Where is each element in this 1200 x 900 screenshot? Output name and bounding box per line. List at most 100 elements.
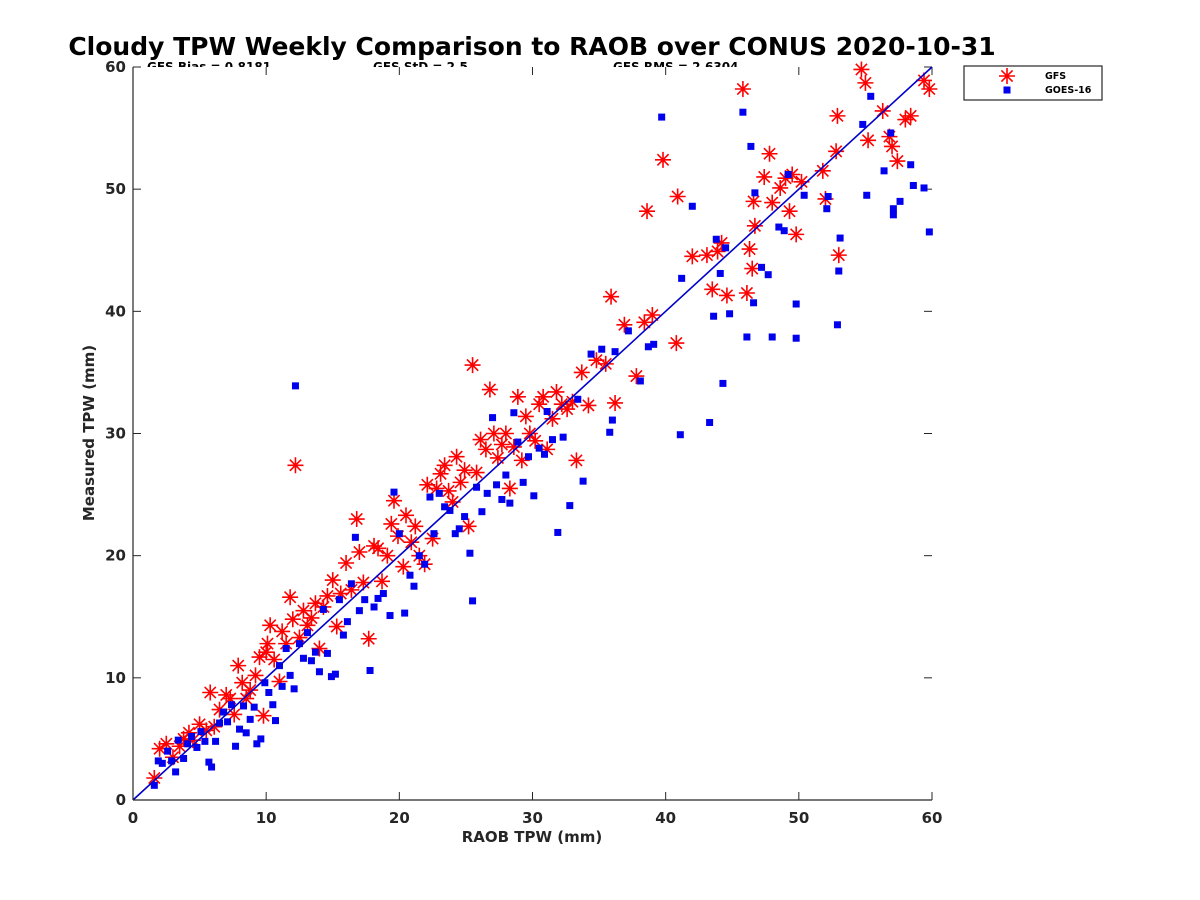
data-point-gfs — [814, 162, 831, 179]
legend-marker-goes-16 — [1003, 86, 1011, 94]
data-point-goes-16 — [559, 433, 567, 441]
data-point-gfs — [921, 80, 938, 97]
data-point-goes-16 — [751, 189, 759, 197]
data-point-goes-16 — [502, 471, 510, 479]
data-point-goes-16 — [678, 274, 686, 282]
data-point-goes-16 — [519, 478, 527, 486]
data-point-goes-16 — [863, 191, 871, 199]
data-point-goes-16 — [889, 211, 897, 219]
series-goes-16 — [150, 92, 933, 789]
data-point-gfs — [628, 368, 645, 385]
data-point-goes-16 — [719, 379, 727, 387]
data-point-gfs — [616, 316, 633, 333]
data-point-goes-16 — [859, 120, 867, 128]
data-point-goes-16 — [278, 682, 286, 690]
data-point-gfs — [644, 306, 661, 323]
data-point-goes-16 — [598, 345, 606, 353]
data-point-goes-16 — [706, 419, 714, 427]
data-point-goes-16 — [174, 736, 182, 744]
data-point-goes-16 — [909, 182, 917, 190]
data-point-gfs — [464, 357, 481, 374]
data-point-gfs — [793, 173, 810, 190]
data-point-gfs — [777, 170, 794, 187]
data-point-gfs — [531, 396, 548, 413]
data-point-gfs — [489, 449, 506, 466]
x-tick-label: 50 — [788, 809, 809, 827]
data-point-gfs — [573, 364, 590, 381]
data-point-gfs — [295, 602, 312, 619]
data-point-goes-16 — [540, 450, 548, 458]
data-point-gfs — [745, 193, 762, 210]
data-point-gfs — [146, 770, 163, 787]
data-point-goes-16 — [823, 205, 831, 213]
data-point-goes-16 — [193, 743, 201, 751]
data-point-goes-16 — [426, 493, 434, 501]
data-point-gfs — [436, 457, 453, 474]
data-point-gfs — [258, 644, 275, 661]
data-point-goes-16 — [339, 631, 347, 639]
y-tick-label: 10 — [105, 669, 126, 687]
data-point-gfs — [284, 611, 301, 628]
data-point-goes-16 — [658, 113, 666, 121]
data-point-gfs — [548, 383, 565, 400]
data-point-gfs — [916, 72, 933, 89]
data-point-goes-16 — [172, 768, 180, 776]
data-point-goes-16 — [295, 640, 303, 648]
data-point-goes-16 — [351, 533, 359, 541]
data-point-gfs — [639, 203, 656, 220]
data-point-goes-16 — [201, 737, 209, 745]
data-point-gfs — [299, 617, 316, 634]
data-point-gfs — [509, 388, 526, 405]
data-point-goes-16 — [514, 438, 522, 446]
data-point-gfs — [448, 448, 465, 465]
data-point-gfs — [544, 410, 561, 427]
data-point-gfs — [271, 673, 288, 690]
data-point-gfs — [175, 730, 192, 747]
data-point-gfs — [829, 107, 846, 124]
data-point-goes-16 — [880, 167, 888, 175]
data-point-goes-16 — [415, 552, 423, 560]
data-point-gfs — [230, 657, 247, 674]
data-point-goes-16 — [506, 499, 514, 507]
data-point-gfs — [452, 474, 469, 491]
data-point-gfs — [485, 425, 502, 442]
data-point-goes-16 — [366, 667, 374, 675]
data-point-gfs — [884, 138, 901, 155]
data-point-goes-16 — [232, 742, 240, 750]
data-point-gfs — [184, 732, 201, 749]
data-point-goes-16 — [510, 409, 518, 417]
legend-label: GFS — [1045, 71, 1066, 82]
data-point-gfs — [338, 554, 355, 571]
data-point-goes-16 — [792, 300, 800, 308]
y-tick-label: 20 — [105, 547, 126, 565]
data-point-gfs — [379, 547, 396, 564]
data-point-gfs — [521, 425, 538, 442]
data-point-gfs — [597, 355, 614, 372]
data-point-goes-16 — [216, 719, 224, 727]
data-point-gfs — [746, 217, 763, 234]
data-point-goes-16 — [253, 740, 261, 748]
y-axis: 0 10 20 30 40 50 60 — [105, 58, 932, 809]
x-tick-label: 30 — [522, 809, 543, 827]
data-point-gfs — [788, 226, 805, 243]
data-point-goes-16 — [212, 737, 220, 745]
data-point-goes-16 — [768, 333, 776, 341]
data-point-goes-16 — [406, 571, 414, 579]
data-point-gfs — [477, 441, 494, 458]
data-point-gfs — [493, 436, 510, 453]
data-point-goes-16 — [240, 702, 248, 710]
x-tick-label: 10 — [256, 809, 277, 827]
data-point-goes-16 — [525, 453, 533, 461]
data-point-gfs — [580, 397, 597, 414]
y-tick-label: 60 — [105, 58, 126, 76]
data-point-goes-16 — [478, 508, 486, 516]
data-point-goes-16 — [224, 718, 232, 726]
data-point-goes-16 — [257, 735, 265, 743]
data-point-goes-16 — [824, 192, 832, 200]
data-point-gfs — [881, 128, 898, 145]
data-point-gfs — [698, 247, 715, 264]
data-point-goes-16 — [726, 310, 734, 318]
data-point-gfs — [428, 480, 445, 497]
data-point-goes-16 — [311, 648, 319, 656]
